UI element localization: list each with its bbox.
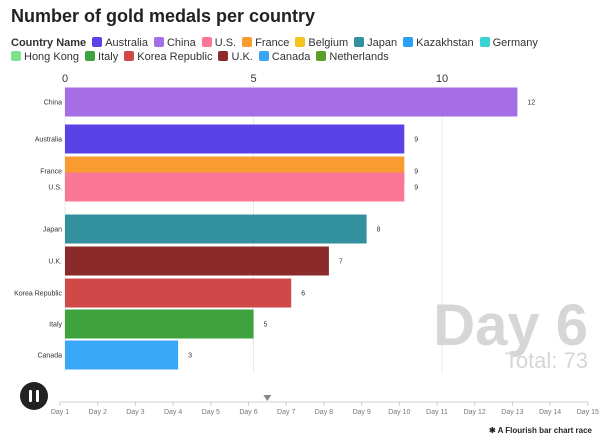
flourish-credit[interactable]: ✱ A Flourish bar chart race <box>488 426 592 435</box>
x-tick-label: 10 <box>436 73 448 85</box>
legend-item[interactable]: France <box>242 36 289 50</box>
legend-item[interactable]: Hong Kong <box>11 50 79 64</box>
legend-swatch <box>11 51 21 61</box>
timeline-label: Day 2 <box>89 409 107 416</box>
legend-item[interactable]: Netherlands <box>316 50 389 64</box>
timeline-label: Day 13 <box>501 409 523 416</box>
legend-label: Italy <box>98 51 119 63</box>
value-label: 6 <box>301 291 305 298</box>
x-tick-label: 5 <box>250 73 256 85</box>
legend-item[interactable]: Italy <box>85 50 118 64</box>
value-label: 9 <box>414 137 418 144</box>
legend-item[interactable]: China <box>153 36 196 50</box>
legend-item[interactable]: Korea Republic <box>124 50 212 64</box>
bar-canada <box>65 340 179 370</box>
legend-swatch <box>316 51 327 61</box>
category-label: U.S. <box>48 185 62 192</box>
value-label: 3 <box>188 353 192 360</box>
credit-text: A Flourish bar chart race <box>497 426 592 435</box>
timeline-label: Day 14 <box>539 409 561 416</box>
category-label: Australia <box>35 137 62 144</box>
total-counter: Total: 73 <box>505 348 588 373</box>
bar-australia <box>65 124 405 154</box>
legend-swatch <box>354 37 365 47</box>
timeline-label: Day 6 <box>239 409 257 416</box>
legend-swatch <box>242 37 253 47</box>
bar-italy <box>65 309 254 339</box>
timeline-label: Day 8 <box>315 409 333 416</box>
legend-label: Australia <box>105 37 148 49</box>
category-label: Japan <box>43 227 62 234</box>
legend-label: France <box>255 37 290 49</box>
value-label: 9 <box>414 185 418 192</box>
legend-swatch <box>201 37 212 47</box>
legend-item[interactable]: U.S. <box>201 36 237 50</box>
legend-label: China <box>166 37 196 49</box>
legend-label: Belgium <box>308 37 349 49</box>
timeline-label: Day 12 <box>464 409 486 416</box>
legend-swatch <box>295 37 306 47</box>
timeline-label: Day 11 <box>426 409 448 416</box>
legend-label: U.S. <box>214 37 237 49</box>
legend-item[interactable]: Australia <box>92 36 148 50</box>
legend-item[interactable]: Germany <box>479 36 538 50</box>
bar-japan <box>65 214 367 244</box>
value-label: 7 <box>339 259 343 266</box>
category-label: China <box>44 100 62 107</box>
category-label: France <box>40 169 62 176</box>
legend-label: Germany <box>492 37 538 49</box>
legend-label: U.K. <box>231 51 253 63</box>
legend-label: Netherlands <box>329 51 389 63</box>
category-label: Korea Republic <box>14 291 62 298</box>
legend-swatch <box>258 51 269 61</box>
pause-icon <box>29 390 32 402</box>
legend-swatch <box>153 37 164 47</box>
value-label: 12 <box>527 100 535 107</box>
legend-swatch <box>479 37 490 47</box>
legend-swatch <box>92 37 103 47</box>
day-counter: Day 6 <box>433 293 588 358</box>
legend-label: Korea Republic <box>137 51 213 63</box>
legend-label: Canada <box>271 51 311 63</box>
legend-item[interactable]: Japan <box>354 36 397 50</box>
pause-icon <box>36 390 39 402</box>
timeline-label: Day 9 <box>352 409 370 416</box>
timeline-label: Day 7 <box>277 409 295 416</box>
timeline-label: Day 4 <box>164 409 182 416</box>
legend-label: Japan <box>367 37 398 49</box>
legend-swatch <box>85 51 96 61</box>
bar-u-s- <box>65 172 405 202</box>
legend-title: Country Name <box>11 37 87 49</box>
legend-label: Hong Kong <box>24 51 80 63</box>
timeline-label: Day 10 <box>388 409 410 416</box>
legend-swatch <box>403 37 414 47</box>
legend-item[interactable]: Belgium <box>295 36 348 50</box>
x-tick-label: 0 <box>62 73 68 85</box>
legend-item[interactable]: U.K. <box>218 50 253 64</box>
bar-u-k- <box>65 246 329 276</box>
legend-item[interactable]: Canada <box>258 50 311 64</box>
bar-korea-republic <box>65 278 292 308</box>
legend: Country Name Australia China U.S. France Belg… <box>11 36 596 64</box>
legend-swatch <box>218 51 229 61</box>
timeline-label: Day 15 <box>577 409 599 416</box>
bar-china <box>65 87 518 117</box>
value-label: 9 <box>414 169 418 176</box>
timeline-label: Day 3 <box>126 409 144 416</box>
timeline-label: Day 1 <box>51 409 69 416</box>
chart-title: Number of gold medals per country <box>11 6 316 26</box>
legend-label: Kazakhstan <box>416 37 474 49</box>
value-label: 5 <box>264 322 268 329</box>
timeline-label: Day 5 <box>202 409 220 416</box>
category-label: Canada <box>37 353 62 360</box>
legend-swatch <box>124 51 135 61</box>
category-label: Italy <box>49 322 62 329</box>
pause-button[interactable] <box>20 382 48 410</box>
legend-item[interactable]: Kazakhstan <box>403 36 474 50</box>
category-label: U.K. <box>48 259 62 266</box>
timeline-marker[interactable] <box>263 395 272 401</box>
value-label: 8 <box>377 227 381 234</box>
